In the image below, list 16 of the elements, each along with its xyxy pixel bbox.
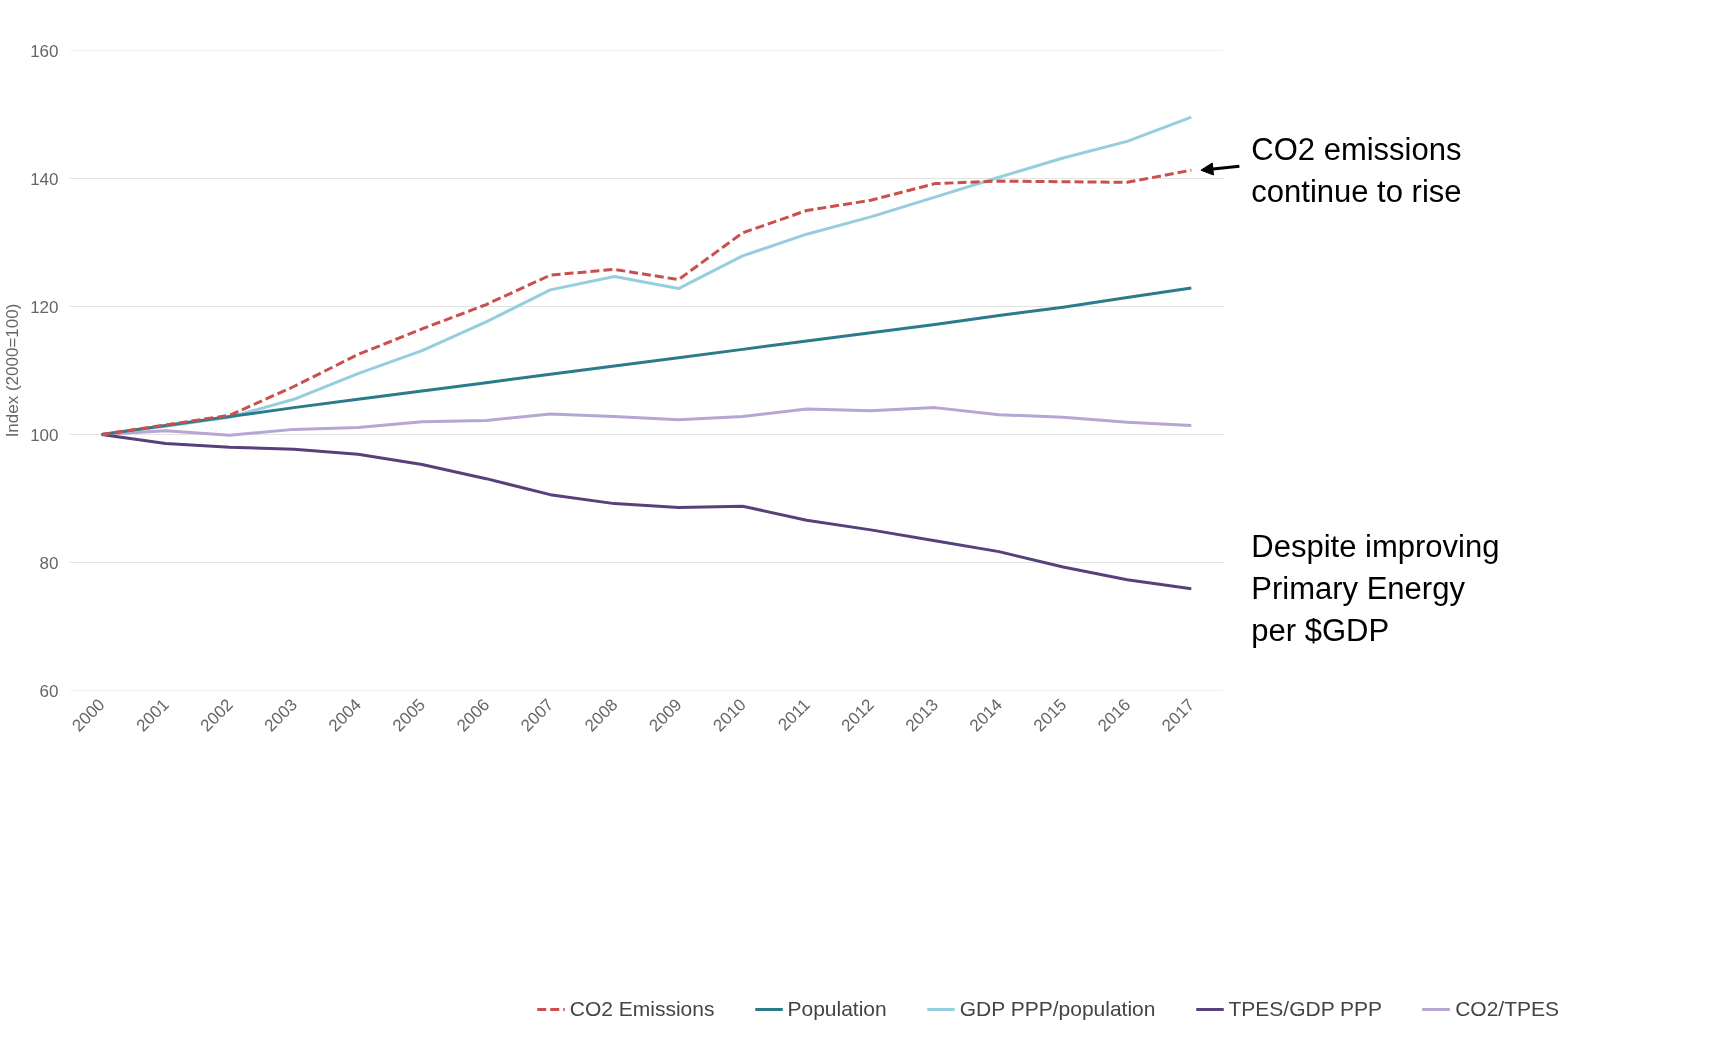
legend-label: GDP PPP/population — [959, 997, 1156, 1021]
annotation: Despite improving Primary Energy per $GDP — [1251, 529, 1500, 649]
y-tick-label: 80 — [39, 553, 59, 573]
y-tick-label: 60 — [39, 681, 59, 701]
legend-label: CO2/TPES — [1455, 997, 1559, 1021]
y-tick-label: 100 — [30, 425, 59, 445]
y-tick-label: 120 — [30, 297, 59, 317]
legend-label: TPES/GDP PPP — [1228, 997, 1383, 1021]
line-series — [100, 168, 1193, 436]
legend-label: CO2 Emissions — [569, 997, 715, 1021]
y-tick-label: 160 — [30, 41, 59, 61]
legend-label: Population — [787, 997, 887, 1021]
annotation: CO2 emissions continue to rise — [1251, 131, 1462, 209]
y-axis-title: Index (2000=100) — [3, 303, 23, 438]
y-tick-label: 140 — [30, 169, 59, 189]
line-series — [100, 433, 1193, 591]
